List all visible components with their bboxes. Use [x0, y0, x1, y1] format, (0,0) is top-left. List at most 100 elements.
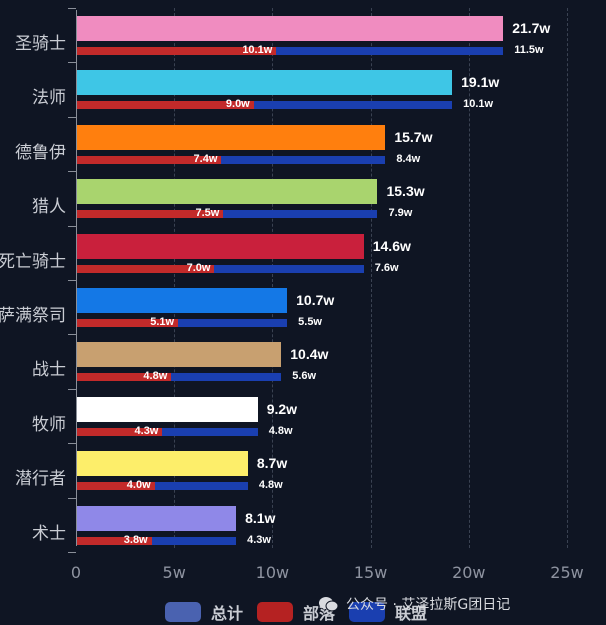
legend-swatch-total — [165, 602, 201, 622]
value-label-total: 8.1w — [245, 509, 276, 526]
bar-alliance[interactable] — [154, 482, 248, 491]
value-label-horde: 5.1w — [150, 316, 175, 328]
y-tick — [68, 552, 76, 553]
value-label-total: 21.7w — [512, 20, 551, 36]
value-label-horde: 4.3w — [134, 424, 159, 437]
bar-alliance[interactable] — [162, 427, 258, 436]
watermark: 公众号 · 艾泽拉斯G团日记 — [318, 594, 510, 614]
value-label-total: 15.3w — [386, 183, 425, 200]
x-tick-label: 5w — [162, 563, 186, 582]
bar-horde[interactable] — [77, 373, 172, 382]
category-label: 牧师 — [32, 414, 66, 435]
y-tick — [68, 280, 76, 281]
bar-horde[interactable] — [77, 427, 163, 436]
legend-item-alliance[interactable]: 联盟 — [349, 600, 427, 624]
y-axis — [76, 10, 77, 546]
bar-total[interactable] — [77, 451, 248, 477]
gridline — [272, 8, 274, 548]
y-tick — [68, 171, 76, 173]
value-label-alliance: 10.1w — [463, 98, 494, 111]
legend: 总计 部落 联盟 — [165, 600, 441, 624]
bar-horde[interactable] — [77, 536, 152, 545]
value-label-horde: 4.8w — [143, 370, 168, 383]
legend-swatch-horde — [257, 602, 294, 622]
value-label-alliance: 8.4w — [396, 152, 421, 165]
value-label-total: 8.7w — [256, 455, 288, 472]
legend-label-total: 总计 — [211, 604, 244, 623]
category-label: 德鲁伊 — [15, 142, 66, 163]
bar-total[interactable] — [77, 70, 453, 96]
bar-horde[interactable] — [77, 264, 215, 273]
y-tick — [68, 8, 76, 9]
gridline — [370, 8, 372, 548]
value-label-alliance: 4.8w — [268, 424, 293, 437]
category-label: 战士 — [32, 360, 66, 381]
value-label-horde: 7.0w — [186, 261, 211, 274]
bar-alliance[interactable] — [221, 155, 386, 164]
gridline — [174, 8, 176, 548]
value-label-horde: 9.0w — [225, 98, 250, 111]
bar-total[interactable] — [77, 342, 282, 368]
bar-horde[interactable] — [77, 155, 222, 164]
value-label-alliance: 7.6w — [374, 261, 399, 274]
value-label-horde: 7.4w — [193, 152, 218, 165]
x-tick-label: 10w — [255, 563, 290, 582]
x-tick-label: 0 — [70, 563, 82, 582]
bar-alliance[interactable] — [253, 101, 453, 110]
bar-total[interactable] — [77, 179, 378, 205]
bar-alliance[interactable] — [223, 210, 378, 219]
y-tick — [68, 62, 76, 64]
value-label-alliance: 4.3w — [247, 533, 271, 546]
category-label: 圣骑士 — [15, 34, 66, 54]
y-tick — [68, 443, 76, 445]
bar-total[interactable] — [77, 233, 364, 259]
legend-item-total[interactable]: 总计 — [165, 600, 243, 624]
y-tick — [68, 388, 76, 390]
legend-label-alliance: 联盟 — [395, 604, 428, 623]
bar-total[interactable] — [77, 288, 288, 313]
bar-horde[interactable] — [77, 482, 155, 491]
bar-total[interactable] — [77, 124, 386, 150]
bar-total[interactable] — [77, 16, 504, 41]
y-tick — [68, 225, 76, 227]
x-tick-label: 25w — [550, 563, 584, 582]
y-tick — [68, 116, 76, 118]
y-tick — [68, 334, 76, 336]
value-label-total: 10.7w — [296, 292, 335, 308]
value-label-alliance: 5.5w — [298, 316, 322, 328]
gridline — [468, 8, 470, 548]
bar-alliance[interactable] — [214, 264, 364, 273]
value-label-alliance: 7.9w — [388, 207, 413, 220]
category-label: 术士 — [32, 523, 66, 544]
bar-horde[interactable] — [77, 47, 277, 55]
bar-alliance[interactable] — [276, 47, 504, 55]
legend-swatch-alliance — [349, 602, 386, 622]
value-label-horde: 3.8w — [123, 533, 148, 546]
value-label-total: 9.2w — [266, 400, 298, 417]
category-label: 猎人 — [32, 197, 66, 218]
value-label-alliance: 11.5w — [514, 44, 544, 56]
value-label-horde: 4.0w — [126, 479, 151, 492]
bar-total[interactable] — [77, 396, 258, 422]
value-label-total: 10.4w — [290, 346, 329, 363]
y-tick — [68, 497, 76, 499]
bar-total[interactable] — [77, 505, 237, 531]
bar-horde[interactable] — [77, 101, 254, 110]
bar-horde[interactable] — [77, 210, 224, 219]
category-label: 潜行者 — [15, 469, 66, 490]
category-label: 萨满祭司 — [0, 306, 66, 326]
value-label-horde: 10.1w — [242, 44, 273, 56]
value-label-horde: 7.5w — [195, 207, 220, 220]
bar-alliance[interactable] — [171, 373, 282, 382]
gridline — [567, 8, 568, 548]
value-label-alliance: 4.8w — [258, 479, 283, 492]
bar-alliance[interactable] — [151, 536, 237, 545]
category-label: 死亡骑士 — [0, 251, 66, 272]
value-label-total: 19.1w — [461, 74, 500, 91]
category-label: 法师 — [32, 88, 66, 109]
wechat-icon — [319, 597, 339, 612]
bar-alliance[interactable] — [178, 319, 288, 327]
watermark-text: 公众号 · 艾泽拉斯G团日记 — [346, 597, 511, 613]
bar-horde[interactable] — [77, 319, 179, 327]
